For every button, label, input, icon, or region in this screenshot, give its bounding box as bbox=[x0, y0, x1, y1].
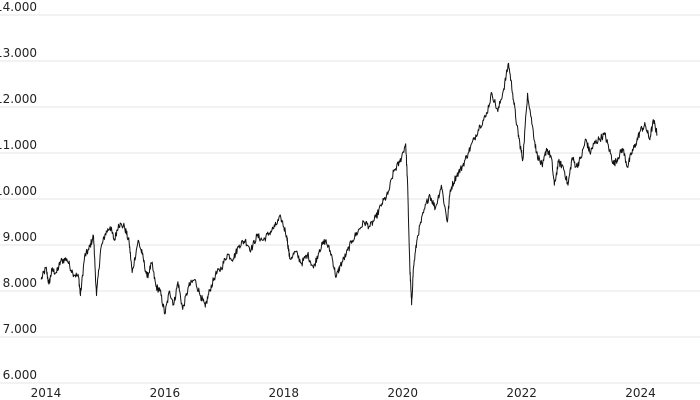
series-layer bbox=[40, 62, 658, 315]
y-tick-label: 11.000 bbox=[0, 138, 37, 152]
y-tick-label: 10.000 bbox=[0, 184, 37, 198]
x-tick-label: 2020 bbox=[387, 386, 418, 400]
x-tick-label: 2014 bbox=[31, 386, 62, 400]
y-tick-label: 14.000 bbox=[0, 0, 37, 14]
y-tick-label: 7.000 bbox=[3, 322, 37, 336]
x-tick-label: 2024 bbox=[625, 386, 656, 400]
y-axis-ticks: 6.000 7.000 8.000 9.000 10.000 11.000 12.000 13… bbox=[0, 0, 37, 382]
y-tick-label: 12.000 bbox=[0, 92, 37, 106]
gridlines bbox=[0, 14, 700, 384]
x-axis-ticks: 2014 2016 2018 2020 2022 2024 bbox=[31, 386, 656, 400]
y-tick-label: 6.000 bbox=[3, 368, 37, 382]
y-tick-label: 13.000 bbox=[0, 46, 37, 60]
y-tick-label: 8.000 bbox=[3, 276, 37, 290]
y-tick-label: 9.000 bbox=[3, 230, 37, 244]
x-tick-label: 2022 bbox=[506, 386, 537, 400]
x-tick-label: 2016 bbox=[150, 386, 181, 400]
x-tick-label: 2018 bbox=[269, 386, 300, 400]
series-line bbox=[40, 62, 658, 315]
